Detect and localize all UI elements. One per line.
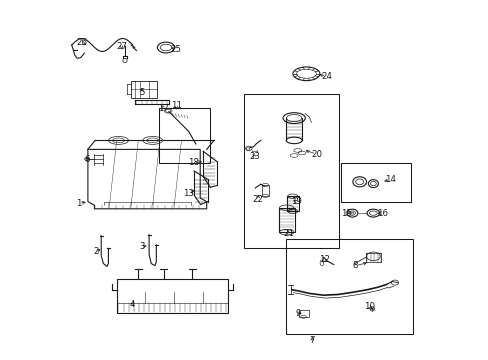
Bar [244, 94, 338, 248]
Bar [261, 185, 268, 196]
Bar [159, 108, 210, 163]
Text: 23: 23 [248, 152, 260, 161]
Text: 21: 21 [283, 229, 293, 238]
Bar [117, 279, 228, 313]
Text: 25: 25 [170, 45, 181, 54]
Text: 4: 4 [129, 300, 135, 309]
Bar [278, 208, 294, 232]
Text: 10: 10 [364, 302, 374, 311]
Text: 16: 16 [376, 209, 386, 217]
Text: 5: 5 [139, 88, 144, 97]
Bar [131, 81, 157, 98]
Text: 15: 15 [340, 209, 351, 217]
Text: 3: 3 [139, 242, 144, 251]
Text: 12: 12 [318, 256, 329, 264]
Bar [298, 310, 308, 317]
Text: 1: 1 [76, 199, 81, 208]
Text: 26: 26 [76, 38, 87, 47]
Bar [286, 196, 298, 211]
Bar [340, 163, 410, 202]
Bar [285, 239, 412, 334]
Text: 22: 22 [252, 195, 263, 204]
Text: 11: 11 [170, 100, 181, 109]
Text: 19: 19 [291, 197, 302, 206]
Text: 17: 17 [158, 104, 169, 112]
Text: 18: 18 [187, 158, 199, 167]
Text: 9: 9 [294, 309, 300, 318]
Text: 27: 27 [116, 41, 126, 50]
Text: 14: 14 [384, 175, 395, 184]
Text: 24: 24 [321, 72, 331, 81]
Text: 2: 2 [93, 248, 99, 256]
Text: 20: 20 [310, 150, 321, 158]
Text: 7: 7 [309, 336, 314, 346]
Text: 6: 6 [84, 154, 89, 163]
Text: 8: 8 [352, 261, 357, 270]
Text: 13: 13 [183, 189, 194, 198]
